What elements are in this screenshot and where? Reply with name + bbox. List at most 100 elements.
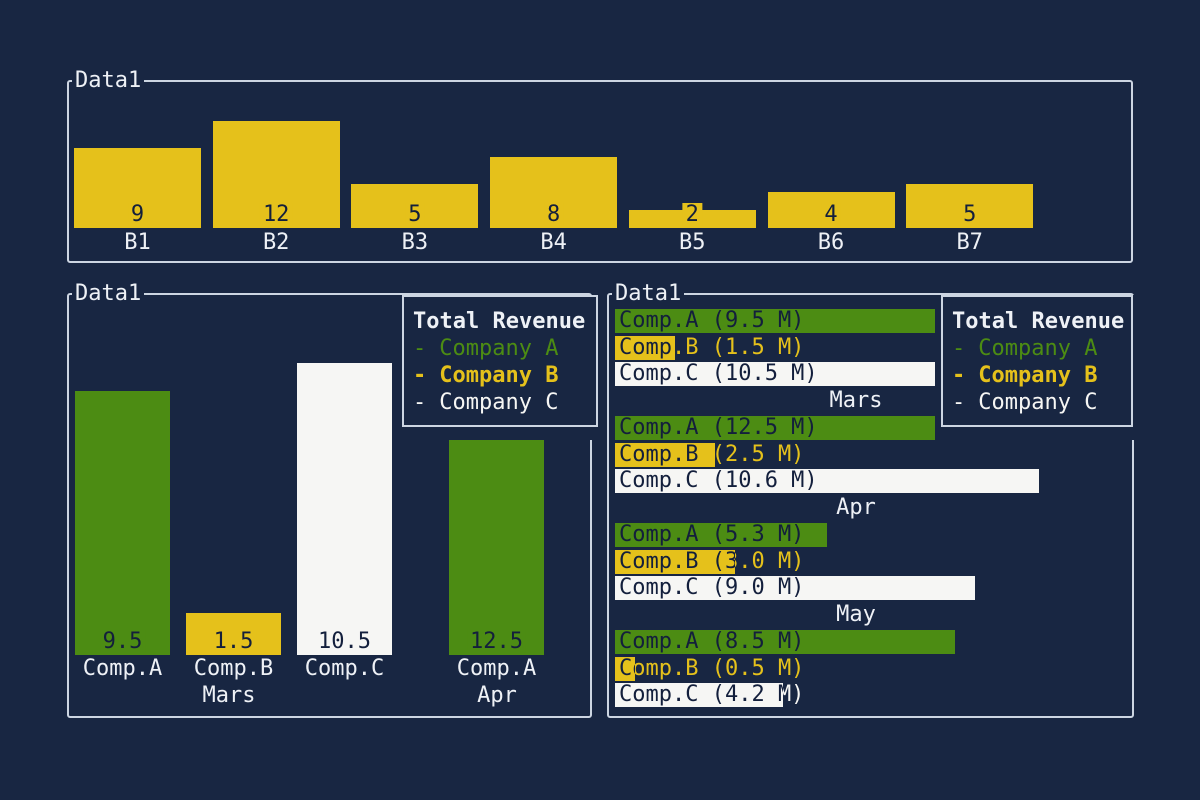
bar-label-outside: Comp.B (0.5 M) bbox=[619, 655, 805, 681]
bar bbox=[615, 335, 675, 360]
group-label: Mars bbox=[202, 683, 256, 708]
bar bbox=[615, 469, 1039, 494]
bar bbox=[615, 523, 827, 547]
bar-label-clip: Comp.B (0.5 M) bbox=[615, 657, 635, 681]
bar-label-outside: Comp.B (2.5 M) bbox=[619, 441, 805, 467]
bar-label: Comp.B (0.5 M) bbox=[619, 656, 635, 681]
bar-label-outside: Comp.A (5.3 M) bbox=[619, 522, 805, 547]
legend-dash-icon: - bbox=[413, 336, 427, 361]
hbar-row: Comp.C (9.0 M) Comp.C (9.0 M) bbox=[615, 576, 1130, 601]
month-label: Mars bbox=[829, 388, 883, 414]
bar-B6: 4 bbox=[767, 192, 895, 228]
legend: Total Revenue - Company A - Company B - Com… bbox=[402, 295, 600, 440]
bar-label: Comp.A (8.5 M) bbox=[619, 630, 805, 654]
bar-label-clip: Comp.A (5.3 M) bbox=[615, 523, 827, 547]
bar-label: Comp.C (4.2 M) bbox=[619, 683, 783, 708]
legend-dash-icon: - bbox=[413, 363, 427, 388]
hbar-row: Comp.A (5.3 M) Comp.A (5.3 M) bbox=[615, 523, 1130, 547]
bar-comp-b: 1.5 bbox=[186, 613, 281, 655]
bar-label-outside: Comp.A (9.5 M) bbox=[619, 308, 805, 333]
bar-label-outside: Comp.C (10.6 M) bbox=[619, 468, 818, 494]
bar-category-label: B3 bbox=[401, 230, 429, 255]
bar-value-label: 12 bbox=[259, 202, 293, 226]
bar-label: Comp.B (3.0 M) bbox=[619, 549, 735, 574]
bar-B5: 2 bbox=[628, 202, 756, 228]
hbar-row: Comp.B (0.5 M)Comp.B (0.5 M) bbox=[615, 655, 1130, 681]
bar-value-label: 9 bbox=[127, 202, 148, 226]
bar-label-clip: Comp.B (3.0 M) bbox=[615, 550, 735, 574]
legend-item-label: Company B bbox=[978, 363, 1098, 388]
bar-category-label: B6 bbox=[817, 230, 845, 255]
bar-comp-c: 10.5 bbox=[297, 363, 392, 655]
bar bbox=[615, 549, 735, 574]
bar-label-clip: Comp.A (12.5 M) bbox=[615, 416, 1115, 440]
bar-category-label: Comp.C bbox=[304, 656, 385, 681]
bar-label-clip: Comp.C (4.2 M) bbox=[615, 683, 783, 707]
legend-item-label: Company A bbox=[978, 336, 1098, 361]
legend-title: Total Revenue bbox=[952, 309, 1125, 334]
legend-box: Total Revenue - Company A - Company B - Com… bbox=[941, 295, 1133, 427]
legend: Total Revenue - Company A - Company B - Com… bbox=[935, 295, 1137, 440]
bar-label-outside: Comp.C (4.2 M) bbox=[619, 682, 805, 708]
bar-label-clip: Comp.A (8.5 M) bbox=[615, 630, 955, 654]
panel-title: Data1 bbox=[72, 282, 145, 306]
bar-value-label: 12.5 bbox=[467, 630, 526, 653]
bar-label-outside: Comp.B (1.5 M) bbox=[619, 334, 805, 360]
bar-B4: 8 bbox=[490, 156, 618, 228]
bar-label: Comp.A (5.3 M) bbox=[619, 523, 805, 547]
bar bbox=[615, 683, 783, 708]
hbar-row: Comp.A (9.5 M) Comp.A (9.5 M) bbox=[615, 309, 1130, 333]
bar-value-label: 5 bbox=[960, 203, 980, 226]
legend-item-company-a: - Company A bbox=[413, 335, 596, 362]
bar-label-clip: Comp.C (10.6 M) bbox=[615, 469, 1039, 493]
legend-item-company-c: - Company C bbox=[413, 389, 596, 416]
bar-B3: 5 bbox=[351, 183, 479, 228]
group-label: Apr bbox=[477, 683, 517, 708]
bar-B7: 5 bbox=[906, 183, 1034, 228]
bar-comp-a: 9.5 bbox=[75, 390, 170, 655]
hbar-row: Comp.B (3.0 M)Comp.B (3.0 M) bbox=[615, 548, 1130, 574]
legend-item-label: Company B bbox=[439, 363, 559, 388]
bar bbox=[615, 656, 635, 681]
top-bar-chart: 9 B1 12 B2 5 B3 8 B4 2 B5 4 B6 5 B7 bbox=[69, 82, 1131, 261]
bar-label-outside: Comp.B (3.0 M) bbox=[619, 548, 805, 574]
hbar-row: Comp.C (10.6 M) Comp.C (10.6 M) bbox=[615, 468, 1130, 494]
bar-label: Comp.C (9.0 M) bbox=[619, 576, 805, 601]
legend-dash-icon: - bbox=[413, 390, 427, 415]
legend-item-company-b: - Company B bbox=[952, 362, 1131, 389]
hbar-row: Comp.B (2.5 M)Comp.B (2.5 M) bbox=[615, 441, 1130, 467]
panel-title: Data1 bbox=[72, 69, 145, 93]
bar-category-label: Comp.A bbox=[82, 656, 163, 681]
bar-B2: 12 bbox=[212, 121, 340, 228]
bar-category-label: Comp.A bbox=[456, 656, 537, 681]
bar-category-label: Comp.B bbox=[193, 656, 274, 681]
bar-label: Comp.C (10.6 M) bbox=[619, 469, 818, 494]
hbar-row: Comp.B (1.5 M)Comp.B (1.5 M) bbox=[615, 334, 1130, 360]
panel-top: Data1 9 B1 12 B2 5 B3 8 B4 2 B5 4 B6 5 B7 bbox=[67, 69, 1133, 263]
hbar-row: Comp.C (4.2 M)Comp.C (4.2 M) bbox=[615, 682, 1130, 708]
bar bbox=[615, 442, 715, 467]
bar-label-clip: Comp.A (9.5 M) bbox=[615, 309, 995, 333]
panel-title: Data1 bbox=[612, 282, 685, 306]
legend-dash-icon: - bbox=[952, 363, 966, 388]
bar-B1: 9 bbox=[74, 147, 201, 228]
legend-item-company-c: - Company C bbox=[952, 389, 1131, 416]
legend-title: Total Revenue bbox=[413, 309, 586, 334]
bar-value-label: 9.5 bbox=[99, 629, 146, 653]
bar-value-label: 2 bbox=[682, 202, 702, 226]
bar-label-outside: Comp.A (12.5 M) bbox=[619, 415, 818, 440]
legend-item-company-b: - Company B bbox=[413, 362, 596, 389]
legend-dash-icon: - bbox=[952, 336, 966, 361]
bar-category-label: B1 bbox=[124, 230, 151, 255]
grouped-horizontal-bar-chart: Comp.A (9.5 M) Comp.A (9.5 M) Comp.B (1.5 … bbox=[609, 295, 1132, 716]
grouped-vertical-bar-chart: 9.5 Comp.A 1.5 Comp.B 10.5 Comp.C Mars 12.5 Comp… bbox=[69, 295, 590, 716]
bar-label-outside: Comp.C (10.5 M) bbox=[619, 361, 818, 387]
bar-label-clip: Comp.B (2.5 M) bbox=[615, 443, 715, 467]
bar bbox=[615, 576, 975, 601]
bar-label: Comp.C (10.5 M) bbox=[619, 362, 818, 387]
bar-category-label: B2 bbox=[262, 230, 290, 255]
hbar-row: Comp.A (8.5 M) Comp.A (8.5 M) bbox=[615, 630, 1130, 654]
legend-item-label: Company C bbox=[439, 390, 559, 415]
legend-item-label: Company A bbox=[439, 336, 559, 361]
